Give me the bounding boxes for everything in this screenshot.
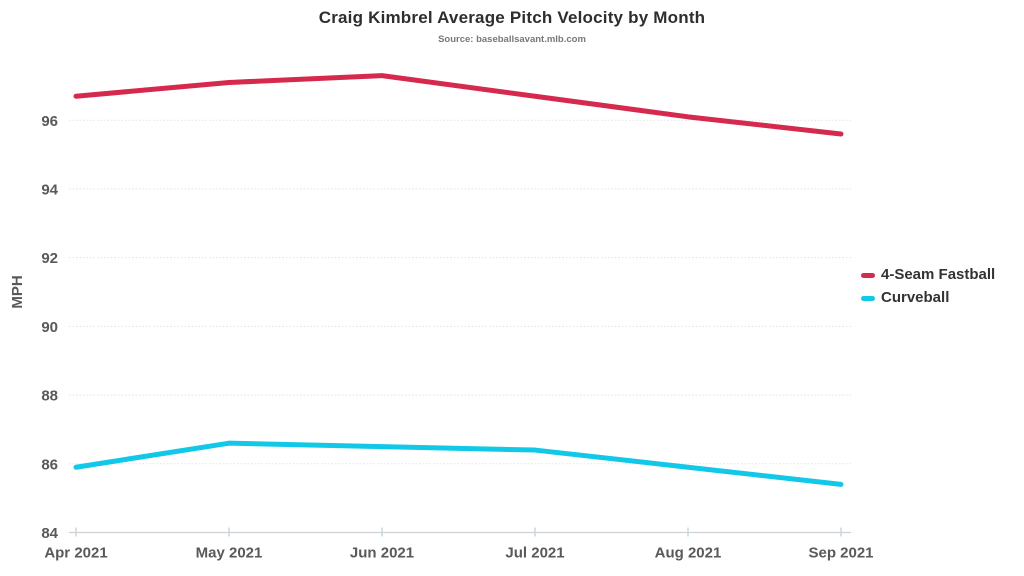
legend-swatch-4-seam-fastball [861,272,875,278]
svg-text:Apr 2021: Apr 2021 [44,545,107,562]
svg-text:84: 84 [41,525,58,542]
svg-text:May 2021: May 2021 [196,545,263,562]
svg-text:86: 86 [41,456,58,473]
chart-subtitle: Source: baseballsavant.mlb.com [438,34,586,45]
svg-text:88: 88 [41,388,58,405]
legend-item-4-seam-fastball: 4-Seam Fastball [861,266,995,284]
legend-item-curveball: Curveball [861,289,995,307]
legend-label-curveball: Curveball [881,289,950,306]
svg-text:Jun 2021: Jun 2021 [350,545,414,562]
svg-text:MPH: MPH [9,275,26,308]
chart-title: Craig Kimbrel Average Pitch Velocity by … [318,8,706,27]
svg-text:Aug 2021: Aug 2021 [655,545,722,562]
legend-label-4-seam-fastball: 4-Seam Fastball [881,266,996,283]
svg-text:Jul 2021: Jul 2021 [505,545,564,562]
svg-text:92: 92 [41,250,58,267]
legend: 4-Seam Fastball Curveball [861,266,995,307]
svg-text:94: 94 [41,181,58,198]
legend-swatch-curveball [861,295,875,301]
svg-text:96: 96 [41,113,58,130]
svg-text:90: 90 [41,319,58,336]
svg-text:Sep 2021: Sep 2021 [808,545,873,562]
